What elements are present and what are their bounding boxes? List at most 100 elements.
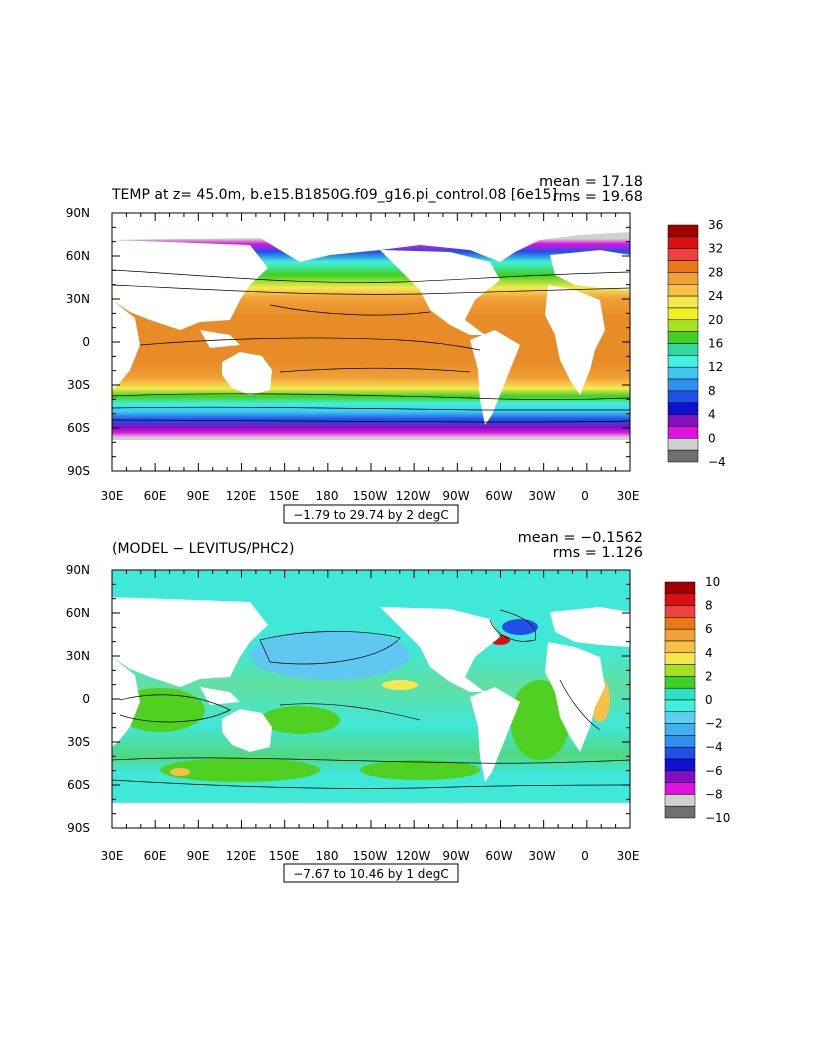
lon-label: 60E <box>144 849 167 863</box>
colorbar-swatch <box>664 664 696 677</box>
colorbar-swatch <box>664 687 696 701</box>
lat-label: 60S <box>67 421 90 435</box>
lon-label: 150W <box>353 489 388 503</box>
map-field <box>111 570 631 828</box>
colorbar-swatch <box>664 746 696 760</box>
lon-label: 60W <box>485 849 512 863</box>
colorbar-swatch <box>667 343 699 356</box>
colorbar-swatch <box>664 805 696 819</box>
contour-lines <box>111 609 631 789</box>
colorbar-swatch <box>667 449 699 463</box>
colorbar-label: 10 <box>705 575 720 589</box>
lon-label: 30E <box>617 849 640 863</box>
colorbar-label: 36 <box>708 218 723 232</box>
lon-label: 30E <box>617 489 640 503</box>
colorbar-swatch <box>667 438 699 451</box>
colorbar-label: 8 <box>705 599 713 613</box>
colorbar-swatch <box>664 735 696 748</box>
lat-label: 60S <box>67 778 90 792</box>
colorbar-label: −6 <box>705 764 723 778</box>
lon-label: 150W <box>353 849 388 863</box>
colorbar: 10 8 6 4 2 0 −2 −4 −6 −8 −10 <box>664 575 730 825</box>
colorbar-swatch <box>664 758 696 772</box>
colorbar-swatch <box>667 260 699 273</box>
colorbar-label: 2 <box>705 669 713 683</box>
colorbar-swatch <box>664 782 696 795</box>
lat-label: 0 <box>82 692 90 706</box>
lon-label: 90E <box>187 849 210 863</box>
rms-value: rms = 1.126 <box>553 545 643 561</box>
colorbar-swatch <box>667 366 699 380</box>
lon-label: 60E <box>144 489 167 503</box>
panel-title: TEMP at z= 45.0m, b.e15.B1850G.f09_g16.p… <box>111 187 557 203</box>
colorbar-swatch <box>667 319 699 332</box>
colorbar-swatch <box>667 307 699 321</box>
lat-label: 90S <box>67 464 90 478</box>
colorbar-label: 0 <box>708 431 716 445</box>
lon-label: 30E <box>101 849 124 863</box>
lat-label: 30S <box>67 378 90 392</box>
difference-map-panel: (MODEL − LEVITUS/PHC2) mean = −0.1562 rm… <box>66 530 730 883</box>
lon-label: 30E <box>101 489 124 503</box>
colorbar-label: 20 <box>708 313 723 327</box>
colorbar-label: 0 <box>705 693 713 707</box>
colorbar-label: −4 <box>708 455 726 469</box>
lat-label: 90S <box>67 821 90 835</box>
lon-label: 90E <box>187 489 210 503</box>
latitude-labels: 90N 60N 30N 0 30S 60S 90S <box>66 206 90 478</box>
range-box <box>283 863 459 883</box>
colorbar-label: 6 <box>705 622 713 636</box>
lon-label: 60W <box>485 489 512 503</box>
colorbar-swatch <box>667 355 699 368</box>
colorbar-label: 24 <box>708 289 723 303</box>
anomaly-patches <box>115 619 610 782</box>
colorbar-swatch <box>667 331 699 344</box>
colorbar-swatch <box>664 605 696 618</box>
lon-label: 90W <box>442 849 469 863</box>
colorbar-swatch <box>667 378 699 392</box>
colorbar-swatch <box>667 224 699 238</box>
lon-label: 0 <box>581 489 589 503</box>
lon-label: 180 <box>316 849 339 863</box>
colorbar-label: −8 <box>705 787 723 801</box>
colorbar-label: 32 <box>708 242 723 256</box>
lat-label: 0 <box>82 335 90 349</box>
colorbar-swatch <box>667 402 699 415</box>
lat-label: 90N <box>66 563 90 577</box>
colorbar-swatch <box>664 617 696 630</box>
latitude-labels: 90N 60N 30N 0 30S 60S 90S <box>66 563 90 835</box>
mean-value: mean = −0.1562 <box>518 530 643 546</box>
panel-title: (MODEL − LEVITUS/PHC2) <box>112 541 295 557</box>
longitude-labels: 30E 60E 90E 120E 150E 180 150W 120W 90W … <box>101 849 640 863</box>
range-label: −7.67 to 10.46 by 1 degC <box>293 867 449 881</box>
map-field <box>111 213 631 471</box>
colorbar-swatch <box>664 640 696 654</box>
colorbar-swatch <box>667 284 699 297</box>
colorbar-label: −10 <box>705 811 730 825</box>
lon-label: 30W <box>528 489 555 503</box>
lon-label: 120W <box>396 849 431 863</box>
range-label: −1.79 to 29.74 by 2 degC <box>293 508 449 522</box>
colorbar-swatch <box>664 711 696 724</box>
colorbar-swatch <box>667 414 699 427</box>
lat-label: 30N <box>66 292 90 306</box>
lat-label: 30N <box>66 649 90 663</box>
colorbar-swatch <box>664 794 696 807</box>
colorbar-label: 8 <box>708 384 716 398</box>
longitude-labels: 30E 60E 90E 120E 150E 180 150W 120W 90W … <box>101 489 640 503</box>
colorbar-label: 4 <box>705 646 713 660</box>
colorbar-swatch <box>664 676 696 689</box>
lon-label: 150E <box>269 849 300 863</box>
colorbar-swatch <box>667 236 699 249</box>
colorbar-swatch <box>664 628 696 642</box>
colorbar-swatch <box>667 295 699 309</box>
lon-label: 120W <box>396 489 431 503</box>
lon-label: 150E <box>269 489 300 503</box>
lon-label: 120E <box>226 849 257 863</box>
colorbar: 36 32 28 24 20 16 12 8 4 0 −4 <box>667 218 726 469</box>
colorbar-swatch <box>667 272 699 285</box>
colorbar-label: −2 <box>705 717 723 731</box>
range-box <box>283 504 459 524</box>
lon-label: 90W <box>442 489 469 503</box>
lat-label: 30S <box>67 735 90 749</box>
